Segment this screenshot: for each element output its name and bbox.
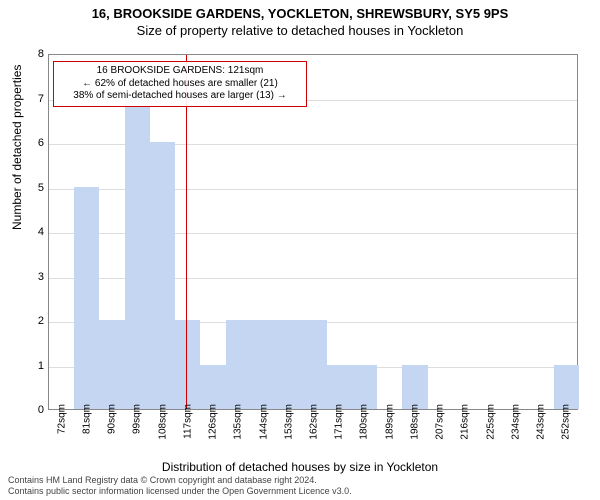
x-tick-label: 189sqm bbox=[384, 404, 395, 440]
x-tick-label: 198sqm bbox=[409, 404, 420, 440]
bar bbox=[327, 365, 352, 410]
bar bbox=[200, 365, 225, 410]
bar bbox=[175, 320, 200, 409]
bar bbox=[301, 320, 326, 409]
annotation-line1: 16 BROOKSIDE GARDENS: 121sqm bbox=[60, 65, 300, 78]
x-tick-label: 135sqm bbox=[233, 404, 244, 440]
title-main: 16, BROOKSIDE GARDENS, YOCKLETON, SHREWS… bbox=[0, 6, 600, 21]
x-tick-label: 171sqm bbox=[334, 404, 345, 440]
bar bbox=[276, 320, 301, 409]
x-tick-label: 126sqm bbox=[208, 404, 219, 440]
y-tick-label: 5 bbox=[24, 182, 44, 194]
x-axis-label: Distribution of detached houses by size … bbox=[0, 460, 600, 474]
y-axis-label: Number of detached properties bbox=[10, 65, 24, 230]
x-tick-label: 81sqm bbox=[81, 404, 92, 434]
footer-line2: Contains public sector information licen… bbox=[8, 486, 352, 497]
x-tick-label: 162sqm bbox=[309, 404, 320, 440]
y-tick-label: 8 bbox=[24, 48, 44, 60]
x-tick-label: 144sqm bbox=[258, 404, 269, 440]
y-tick-label: 7 bbox=[24, 93, 44, 105]
footer-line1: Contains HM Land Registry data © Crown c… bbox=[8, 475, 352, 486]
reference-line-marker bbox=[186, 55, 187, 409]
x-tick-label: 99sqm bbox=[132, 404, 143, 434]
bar bbox=[74, 187, 99, 410]
y-tick-label: 0 bbox=[24, 404, 44, 416]
bar bbox=[226, 320, 251, 409]
annotation-line3: 38% of semi-detached houses are larger (… bbox=[60, 90, 300, 103]
bar bbox=[125, 98, 150, 410]
x-tick-label: 243sqm bbox=[536, 404, 547, 440]
y-tick-label: 6 bbox=[24, 137, 44, 149]
plot-area: 16 BROOKSIDE GARDENS: 121sqm ← 62% of de… bbox=[48, 54, 578, 410]
bar bbox=[99, 320, 124, 409]
y-tick-label: 1 bbox=[24, 360, 44, 372]
annotation-line2: ← 62% of detached houses are smaller (21… bbox=[60, 78, 300, 91]
x-tick-label: 108sqm bbox=[157, 404, 168, 440]
bar bbox=[402, 365, 427, 410]
annotation-box: 16 BROOKSIDE GARDENS: 121sqm ← 62% of de… bbox=[53, 61, 307, 107]
bar bbox=[150, 142, 175, 409]
bar bbox=[352, 365, 377, 410]
x-tick-label: 216sqm bbox=[460, 404, 471, 440]
bar bbox=[554, 365, 579, 410]
x-tick-label: 180sqm bbox=[359, 404, 370, 440]
x-tick-label: 117sqm bbox=[182, 404, 193, 439]
y-tick-label: 2 bbox=[24, 315, 44, 327]
y-tick-label: 4 bbox=[24, 226, 44, 238]
x-tick-label: 252sqm bbox=[561, 404, 572, 440]
x-tick-label: 207sqm bbox=[435, 404, 446, 440]
chart-area: 012345678 16 BROOKSIDE GARDENS: 121sqm ←… bbox=[48, 54, 578, 410]
y-tick-label: 3 bbox=[24, 271, 44, 283]
x-tick-label: 90sqm bbox=[107, 404, 118, 434]
x-tick-label: 234sqm bbox=[510, 404, 521, 440]
x-tick-label: 153sqm bbox=[283, 404, 294, 440]
bar bbox=[251, 320, 276, 409]
footer: Contains HM Land Registry data © Crown c… bbox=[8, 475, 352, 497]
title-sub: Size of property relative to detached ho… bbox=[0, 23, 600, 38]
x-tick-label: 72sqm bbox=[56, 404, 67, 434]
x-tick-label: 225sqm bbox=[485, 404, 496, 440]
